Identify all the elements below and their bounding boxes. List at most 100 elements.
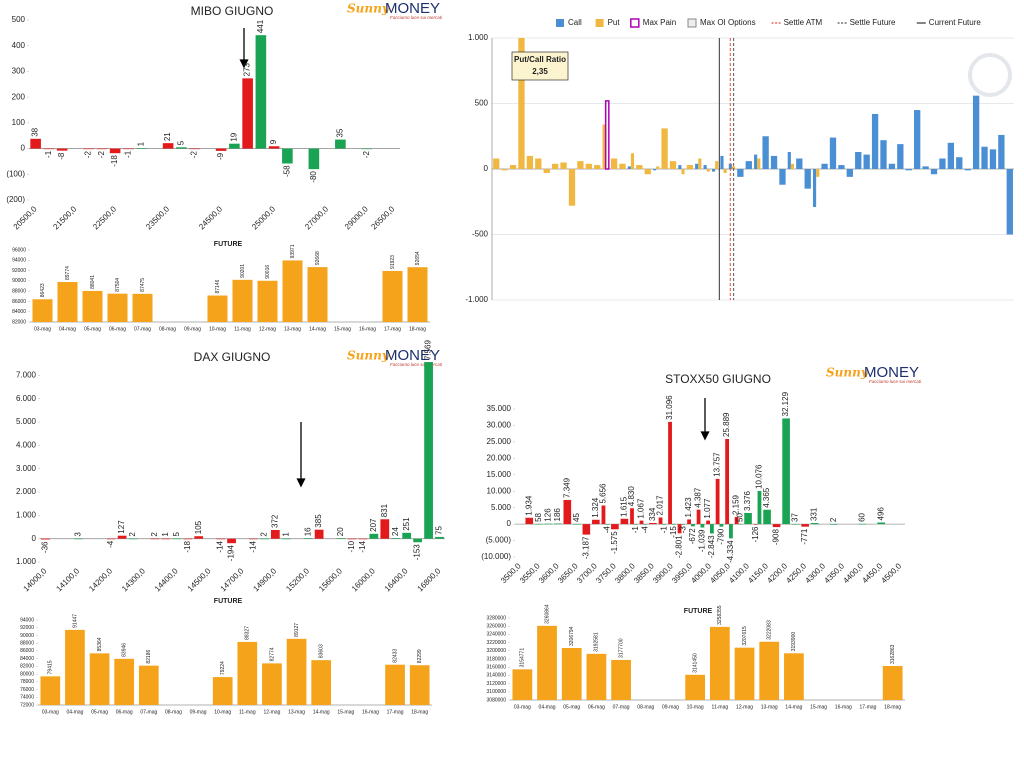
bar (662, 524, 667, 525)
bar (207, 295, 228, 322)
bar (888, 163, 896, 169)
data-label: 45 (572, 513, 581, 522)
bar (43, 148, 55, 150)
data-label: 3260864 (544, 604, 550, 624)
y-tick-label: 88000 (20, 641, 34, 647)
bar (706, 169, 710, 172)
bar (194, 536, 204, 539)
bar (715, 478, 720, 525)
bar (229, 143, 240, 149)
bar (435, 536, 444, 539)
bar (981, 146, 988, 169)
bar (358, 538, 368, 540)
logo: Sunny MONEY Facciamo luce sui mercati (347, 347, 443, 367)
data-label: -15 (669, 526, 678, 538)
data-label: -2 (190, 151, 199, 159)
bar (237, 641, 258, 705)
y-tick-label: 3180000 (487, 656, 507, 662)
bar (136, 148, 147, 149)
bar (96, 148, 108, 150)
bar (791, 523, 800, 525)
bar (698, 158, 702, 169)
y-tick-label: -500 (472, 230, 489, 239)
bar (281, 538, 291, 540)
y-tick-label: 88000 (12, 288, 26, 294)
y-tick-label: 0 (484, 164, 489, 173)
data-label: -14 (249, 540, 258, 552)
data-label: -1 (659, 526, 668, 534)
bar (249, 538, 258, 540)
bar (989, 149, 997, 169)
data-label: 2 (150, 532, 159, 537)
x-tick-label: 03-mag (42, 709, 59, 715)
y-tick-label: 76000 (20, 687, 34, 693)
x-tick-label: 06-mag (588, 704, 605, 710)
data-label: -908 (772, 529, 781, 546)
data-label: 87146 (215, 279, 221, 293)
bar (282, 260, 303, 322)
data-label: 334 (648, 507, 657, 521)
bar (639, 520, 644, 525)
y-tick-label: 100 (12, 118, 26, 127)
bar (757, 490, 762, 525)
x-tick-label: 09-mag (662, 704, 679, 710)
bar (336, 538, 346, 539)
bar (41, 538, 50, 540)
bar (620, 518, 629, 525)
bar (380, 519, 390, 539)
data-label: 1.615 (619, 496, 628, 517)
data-label: -153 (413, 544, 422, 561)
data-label: -10 (347, 540, 356, 552)
logo-tagline: Facciamo luce sui mercati (869, 379, 922, 384)
bar (413, 538, 423, 543)
x-tick-label: 18-mag (411, 709, 428, 715)
bar (83, 148, 94, 150)
y-tick-label: 5.000 (491, 503, 512, 512)
bar (577, 161, 584, 169)
chart-title: STOXX50 GIUGNO (665, 372, 771, 386)
bar (361, 148, 373, 150)
y-tick-label: 6.000 (16, 394, 37, 403)
bar (189, 148, 200, 150)
y-tick-label: 3120000 (487, 681, 507, 687)
bar (260, 538, 269, 540)
bar (227, 538, 236, 544)
y-tick-label: 500 (12, 15, 26, 24)
y-tick-label: 4.000 (16, 440, 37, 449)
chart-title: MIBO GIUGNO (191, 4, 274, 18)
x-tick-label: 06-mag (116, 709, 133, 715)
bar (643, 524, 648, 525)
y-tick-label: 80000 (20, 671, 34, 677)
bar (723, 169, 727, 173)
bar (82, 290, 103, 322)
bar (347, 538, 357, 540)
data-label: -9 (216, 152, 225, 160)
x-tick-label: 17-mag (859, 704, 876, 710)
bar (725, 438, 730, 525)
bar (668, 421, 672, 525)
data-label: 5 (172, 532, 181, 537)
bar (314, 529, 324, 539)
bar (653, 169, 657, 171)
data-label: 88041 (90, 275, 96, 289)
data-label: -80 (309, 171, 318, 183)
bar (770, 155, 778, 169)
y-tick-label: 72000 (20, 702, 34, 708)
data-label: 19 (229, 132, 238, 141)
data-label: 91447 (72, 614, 78, 628)
data-label: 92654 (415, 251, 421, 265)
data-label: 186 (553, 508, 562, 522)
bar (914, 110, 921, 169)
data-label: 2 (829, 517, 838, 522)
data-label: 38 (31, 127, 40, 136)
bar (138, 665, 159, 705)
x-tick-label: 05-mag (84, 326, 101, 332)
logo-name: MONEY (385, 347, 440, 364)
bar (816, 169, 820, 177)
data-label: -3 (678, 526, 687, 534)
legend-label: Settle ATM (784, 18, 823, 27)
data-label: 4.365 (762, 487, 771, 508)
bar (661, 128, 668, 169)
y-tick-label: -1.000 (465, 295, 488, 304)
